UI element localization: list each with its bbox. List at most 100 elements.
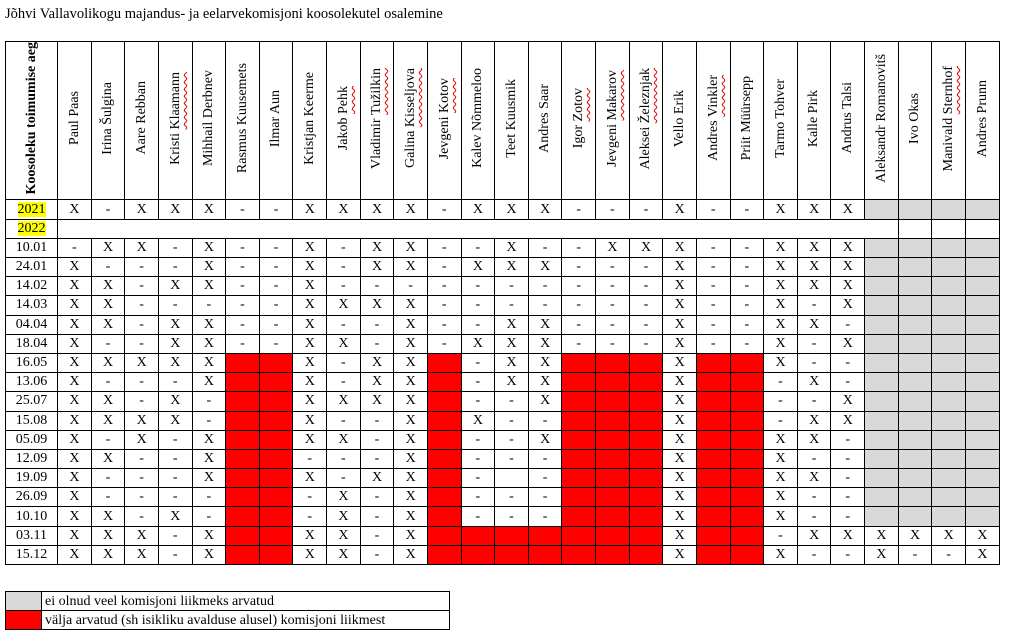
attendance-cell: - [830, 372, 866, 393]
meeting-date: 04.04 [4, 314, 59, 335]
attendance-cell: X [57, 544, 92, 566]
member-header: Paul Paas [57, 40, 92, 201]
attendance-cell: X [763, 468, 798, 489]
attendance-cell: X [662, 429, 697, 450]
removed-cell [595, 544, 630, 566]
attendance-cell: - [359, 333, 395, 354]
attendance-cell: X [763, 295, 798, 316]
attendance-cell: X [494, 199, 529, 220]
attendance-cell: - [359, 276, 395, 297]
attendance-cell: X [191, 448, 227, 470]
attendance-cell [897, 218, 933, 239]
member-name: Kristi Klaamann [167, 71, 183, 165]
attendance-cell: - [90, 257, 126, 278]
meeting-date: 16.05 [4, 352, 59, 374]
removed-cell [561, 352, 597, 374]
not-member-cell [897, 429, 933, 450]
meeting-row: 25.07 X X - X - X X X X - - X X - - X [4, 391, 1001, 412]
member-name: Jevgeni Kotov [436, 77, 452, 159]
attendance-cell: X [628, 237, 664, 259]
member-name: Ilmar Aun [268, 89, 284, 147]
attendance-cell: X [527, 333, 563, 354]
attendance-cell: X [57, 487, 92, 508]
attendance-cell: - [695, 199, 731, 220]
attendance-cell: - [426, 295, 462, 316]
removed-cell [595, 525, 630, 546]
removed-cell [628, 352, 664, 374]
attendance-cell: X [796, 372, 832, 393]
not-member-cell [897, 410, 933, 431]
attendance-cell: X [830, 199, 866, 220]
attendance-cell: - [830, 352, 866, 374]
member-name: Andres Saar [537, 83, 553, 153]
member-name: Rasmus Kuusemets [234, 63, 250, 174]
attendance-cell: X [763, 448, 798, 470]
attendance-cell: X [326, 487, 361, 508]
meeting-date: 15.08 [4, 410, 59, 431]
attendance-cell: X [359, 295, 395, 316]
attendance-cell: - [191, 410, 227, 431]
attendance-cell: X [864, 544, 899, 566]
meeting-date: 26.09 [4, 487, 59, 508]
not-member-cell [864, 448, 899, 470]
attendance-cell: - [124, 506, 159, 527]
attendance-cell: - [157, 448, 193, 470]
removed-cell [628, 506, 664, 527]
attendance-cell: X [830, 276, 866, 297]
attendance-cell: - [695, 333, 731, 354]
attendance-cell: - [763, 391, 798, 412]
attendance-cell: X [90, 295, 126, 316]
attendance-cell: - [460, 295, 496, 316]
attendance-cell: X [292, 525, 328, 546]
attendance-cell: - [326, 237, 361, 259]
meeting-row: 10.01- X X - X - - X - X X - - X - - X X X - - X X X [4, 237, 1001, 259]
not-member-cell [864, 257, 899, 278]
removed-cell [225, 468, 260, 489]
attendance-cell: X [393, 487, 428, 508]
legend-text: ei olnud veel komisjoni liikmeks arvatud [41, 591, 450, 611]
attendance-cell: - [258, 257, 294, 278]
attendance-cell: X [662, 295, 697, 316]
attendance-cell: - [460, 448, 496, 470]
attendance-cell: X [662, 257, 697, 278]
attendance-cell: X [90, 448, 126, 470]
not-member-cell [864, 506, 899, 527]
not-member-cell [964, 295, 1001, 316]
attendance-cell: X [460, 333, 496, 354]
not-member-cell [897, 487, 933, 508]
attendance-cell: X [763, 333, 798, 354]
attendance-cell: - [157, 295, 193, 316]
attendance-cell: X [662, 487, 697, 508]
attendance-cell: X [527, 391, 563, 412]
attendance-cell: - [763, 525, 798, 546]
attendance-cell: - [460, 429, 496, 450]
attendance-cell: X [830, 391, 866, 412]
removed-cell [628, 448, 664, 470]
attendance-cell: X [763, 429, 798, 450]
attendance-cell: X [662, 199, 697, 220]
attendance-cell: - [225, 333, 260, 354]
removed-cell [225, 352, 260, 374]
attendance-cell: X [157, 276, 193, 297]
removed-cell [426, 525, 462, 546]
attendance-cell: - [494, 487, 529, 508]
attendance-cell: X [90, 544, 126, 566]
removed-cell [729, 372, 765, 393]
not-member-cell [964, 352, 1001, 374]
attendance-cell: X [191, 372, 227, 393]
year-row: 2022 [4, 218, 1001, 239]
year-section-spacer [57, 218, 899, 239]
attendance-cell: - [561, 314, 597, 335]
attendance-cell: - [326, 468, 361, 489]
attendance-cell: X [90, 506, 126, 527]
attendance-cell: X [494, 372, 529, 393]
meeting-date: 03.11 [4, 525, 59, 546]
not-member-cell [864, 199, 899, 220]
removed-cell [695, 525, 731, 546]
attendance-cell: - [796, 295, 832, 316]
attendance-cell: - [326, 257, 361, 278]
meeting-row: 19.09 X - - - X X - X X - - X X X - [4, 468, 1001, 489]
attendance-cell: X [191, 352, 227, 374]
member-name: Andres Vinkler [705, 75, 721, 162]
member-header: Ilmar Aun [258, 40, 294, 201]
